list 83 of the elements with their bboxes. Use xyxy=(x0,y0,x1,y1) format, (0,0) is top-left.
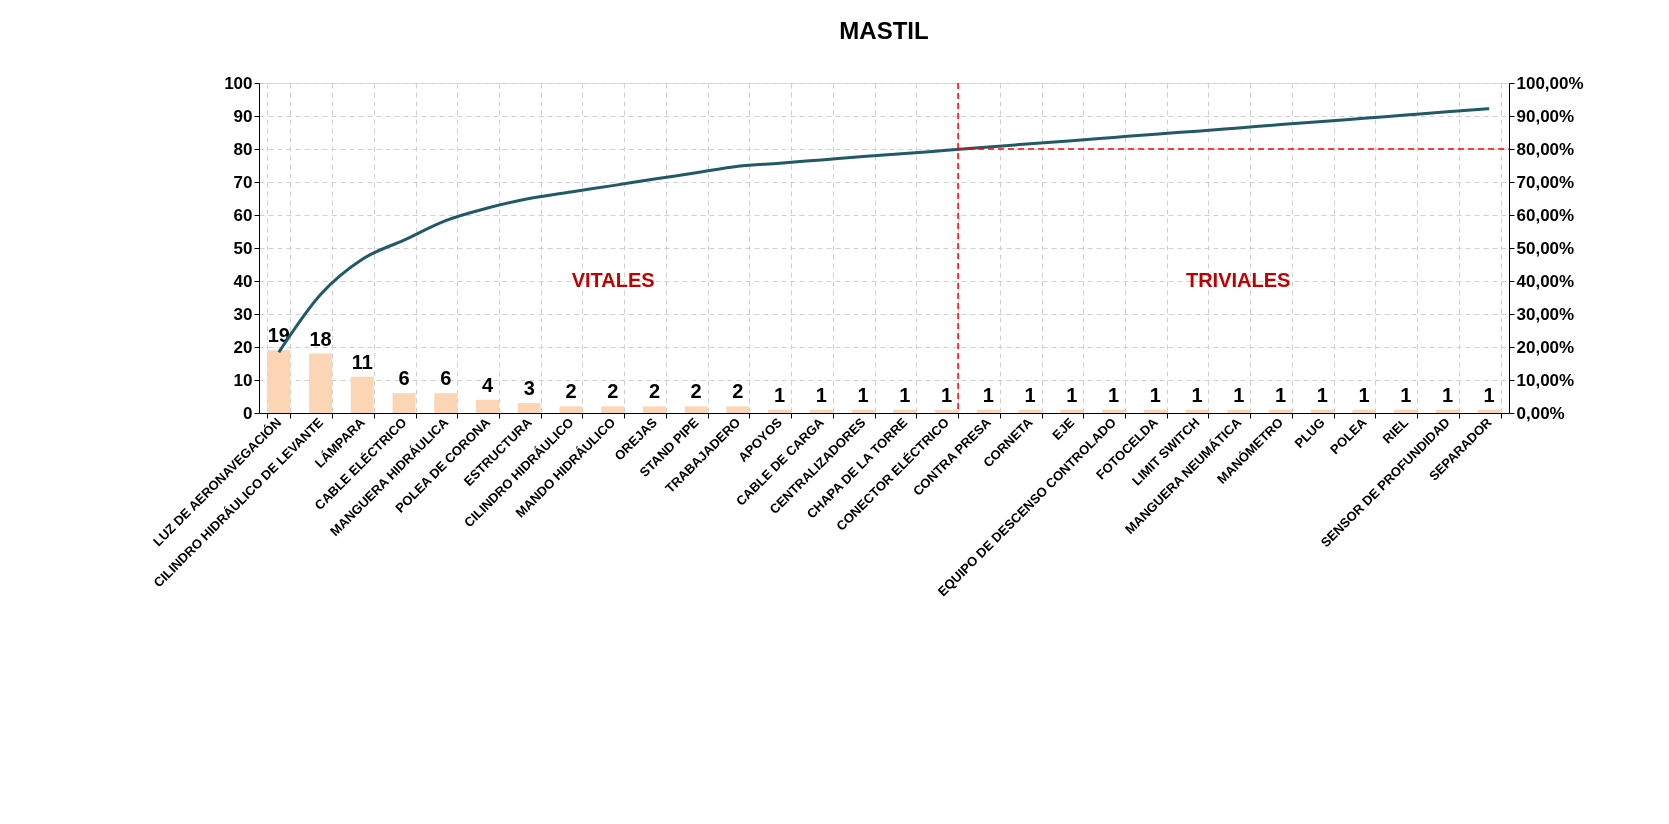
data-label: 11 xyxy=(351,350,373,373)
data-label: 1 xyxy=(1024,383,1036,406)
data-label: 1 xyxy=(1149,383,1161,406)
y2-tick-label: 10,00% xyxy=(1516,370,1575,390)
bar xyxy=(1060,409,1084,413)
bar xyxy=(809,409,833,413)
y-tick-label: 70 xyxy=(233,172,253,192)
y2-tick-label: 70,00% xyxy=(1516,172,1575,192)
bar xyxy=(1352,409,1376,413)
bar xyxy=(350,376,374,413)
y2-tick-label: 80,00% xyxy=(1516,139,1575,159)
bar xyxy=(476,399,499,413)
y2-tick-label: 50,00% xyxy=(1516,238,1575,258)
y2-tick-label: 90,00% xyxy=(1516,106,1575,126)
y2-tick-label: 100,00% xyxy=(1516,73,1584,93)
data-label: 1 xyxy=(899,383,911,406)
bar xyxy=(1227,409,1251,413)
y-tick-label: 0 xyxy=(243,403,253,423)
annotation: TRIVIALES xyxy=(1185,269,1291,291)
bar xyxy=(309,353,333,413)
bar xyxy=(935,409,959,413)
y-tick-label: 60 xyxy=(233,205,253,225)
bar xyxy=(1102,409,1126,413)
data-label: 1 xyxy=(1358,383,1370,406)
bar xyxy=(684,406,708,413)
annotation: VITALES xyxy=(571,269,655,291)
data-label: 3 xyxy=(523,377,535,400)
bar xyxy=(434,393,458,413)
y-tick-label: 90 xyxy=(233,106,253,126)
data-label: 1 xyxy=(941,383,953,406)
bar xyxy=(1310,409,1334,413)
data-label: 2 xyxy=(565,380,577,403)
data-label: 1 xyxy=(1191,383,1203,406)
data-label: 2 xyxy=(607,380,619,403)
y2-tick-label: 20,00% xyxy=(1516,337,1575,357)
data-label: 1 xyxy=(774,383,786,406)
data-label: 1 xyxy=(1233,383,1245,406)
bar xyxy=(517,403,541,413)
y-tick-label: 50 xyxy=(233,238,253,258)
y2-tick-label: 40,00% xyxy=(1516,271,1575,291)
y2-tick-label: 60,00% xyxy=(1516,205,1575,225)
data-label: 1 xyxy=(982,383,994,406)
data-label: 1 xyxy=(1274,383,1287,406)
data-label: 1 xyxy=(1441,383,1453,406)
data-label: 18 xyxy=(309,327,332,350)
bar xyxy=(976,409,1000,413)
y-tick-label: 10 xyxy=(233,370,253,390)
data-label: 1 xyxy=(1483,383,1495,406)
data-label: 1 xyxy=(857,383,869,406)
y-tick-label: 40 xyxy=(233,271,253,291)
data-label: 1 xyxy=(1107,383,1120,406)
chart-title: MASTIL xyxy=(839,17,929,44)
bar xyxy=(1477,409,1501,413)
data-label: 1 xyxy=(815,383,827,406)
bar xyxy=(392,393,416,413)
bar xyxy=(1018,409,1042,413)
y-tick-label: 30 xyxy=(233,304,253,324)
y2-tick-label: 0,00% xyxy=(1516,403,1565,423)
data-label: 4 xyxy=(481,373,494,396)
bar xyxy=(726,406,750,413)
y-tick-label: 20 xyxy=(233,337,253,357)
bar xyxy=(851,409,875,413)
data-label: 6 xyxy=(398,367,410,390)
data-label: 2 xyxy=(690,380,702,403)
data-label: 2 xyxy=(732,380,744,403)
y-tick-label: 100 xyxy=(224,73,253,93)
bar xyxy=(559,406,583,413)
y-tick-label: 80 xyxy=(233,139,253,159)
bar xyxy=(601,406,625,413)
bar xyxy=(893,409,917,413)
data-label: 1 xyxy=(1066,383,1078,406)
data-label: 2 xyxy=(648,380,661,403)
bar xyxy=(768,409,792,413)
data-label: 6 xyxy=(440,367,452,390)
bar xyxy=(1269,409,1292,413)
bar xyxy=(267,350,291,413)
data-label: 1 xyxy=(1400,383,1412,406)
bar xyxy=(1143,409,1167,413)
bar xyxy=(1394,409,1418,413)
bar xyxy=(1435,409,1459,413)
y2-tick-label: 30,00% xyxy=(1516,304,1575,324)
bar xyxy=(642,406,666,413)
data-label: 1 xyxy=(1316,383,1328,406)
